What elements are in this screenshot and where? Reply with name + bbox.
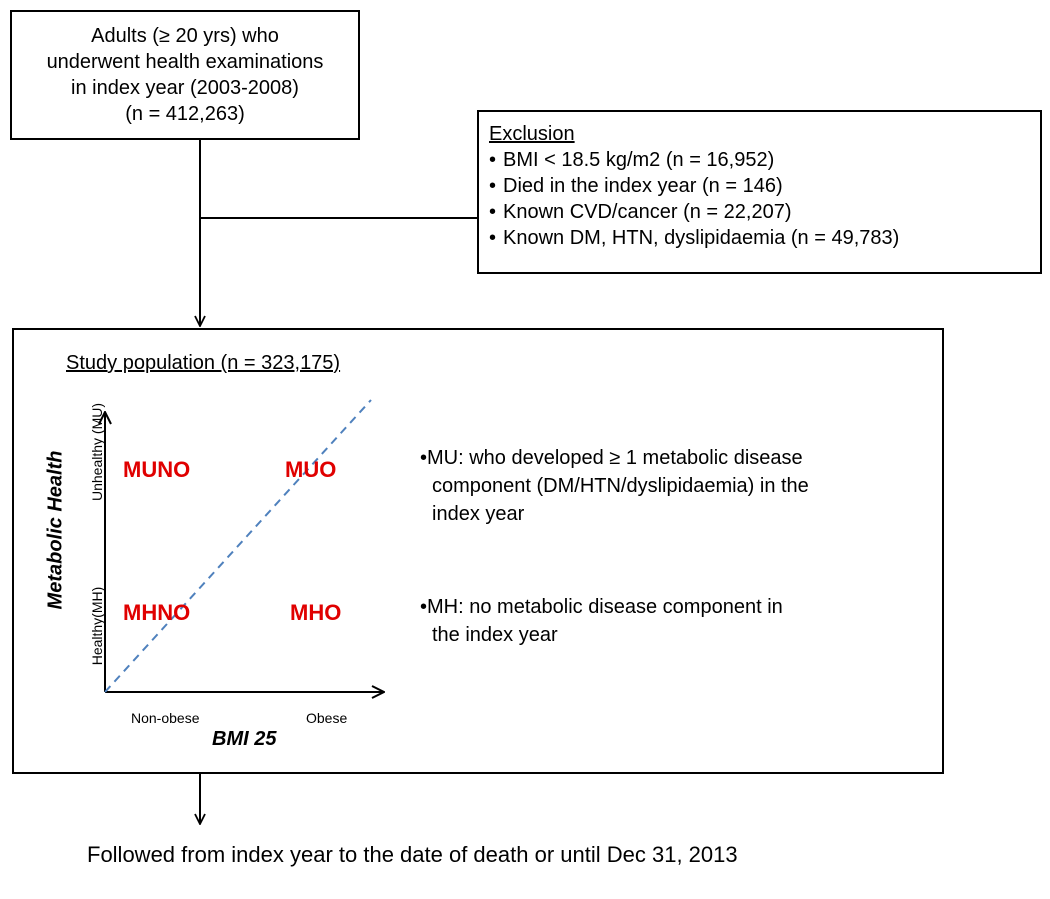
source-line-4: (n = 412,263) (125, 103, 245, 125)
study-population-title: Study population (n = 323,175) (66, 352, 341, 374)
exclusion-item-text: Known DM, HTN, dyslipidaemia (n = 49,783… (503, 227, 900, 249)
source-population-box: Adults (≥ 20 yrs) who underwent health e… (10, 10, 360, 140)
exclusion-item: • Known CVD/cancer (n = 22,207) (489, 199, 1040, 225)
quadrant-mho: MHO (290, 600, 342, 625)
quadrant-mhno: MHNO (123, 600, 191, 625)
x-tick-non-obese: Non-obese (131, 710, 200, 726)
exclusion-box: Exclusion • BMI < 18.5 kg/m2 (n = 16,952)… (477, 110, 1042, 274)
exclusion-item-text: Known CVD/cancer (n = 22,207) (503, 201, 792, 223)
bullet-icon: • (420, 596, 428, 618)
quadrant-muno: MUNO (123, 457, 191, 482)
mh-definition-line: MH: no metabolic disease component in (427, 596, 783, 618)
source-line-1: Adults (≥ 20 yrs) who (91, 25, 279, 47)
bullet-icon: • (489, 149, 497, 171)
y-tick-unhealthy: Unhealthy (MU) (89, 402, 105, 502)
follow-up-text: Followed from index year to the date of … (87, 842, 738, 867)
exclusion-item: • Known DM, HTN, dyslipidaemia (n = 49,78… (489, 225, 1040, 251)
y-tick-healthy: Healthy(MH) (89, 586, 105, 666)
x-tick-obese: Obese (306, 710, 348, 726)
source-line-3: in index year (2003-2008) (71, 77, 299, 99)
bullet-icon: • (489, 175, 497, 197)
mu-definition-line: component (DM/HTN/dyslipidaemia) in the (432, 475, 809, 497)
y-axis-title: Metabolic Health (44, 450, 67, 610)
diagonal-divider (104, 399, 372, 693)
study-population-box: Study population (n = 323,175) Metabolic… (12, 328, 944, 774)
exclusion-title: Exclusion (489, 123, 575, 145)
mu-definition: •MU: who developed ≥ 1 metabolic disease… (420, 444, 809, 528)
exclusion-item-text: BMI < 18.5 kg/m2 (n = 16,952) (503, 149, 775, 171)
mh-definition: •MH: no metabolic disease component in t… (420, 593, 783, 649)
exclusion-item-text: Died in the index year (n = 146) (503, 175, 783, 197)
source-line-2: underwent health examinations (46, 51, 324, 73)
exclusion-item: • BMI < 18.5 kg/m2 (n = 16,952) (489, 147, 1040, 173)
bullet-icon: • (489, 201, 497, 223)
bullet-icon: • (420, 447, 428, 469)
mh-definition-line: the index year (432, 624, 558, 646)
metabolic-obesity-grid (14, 399, 946, 776)
quadrant-muo: MUO (285, 457, 337, 482)
mu-definition-line: MU: who developed ≥ 1 metabolic disease (427, 447, 803, 469)
x-axis-title: BMI 25 (212, 728, 277, 750)
exclusion-item: • Died in the index year (n = 146) (489, 173, 1040, 199)
bullet-icon: • (489, 227, 497, 249)
mu-definition-line: index year (432, 503, 525, 525)
